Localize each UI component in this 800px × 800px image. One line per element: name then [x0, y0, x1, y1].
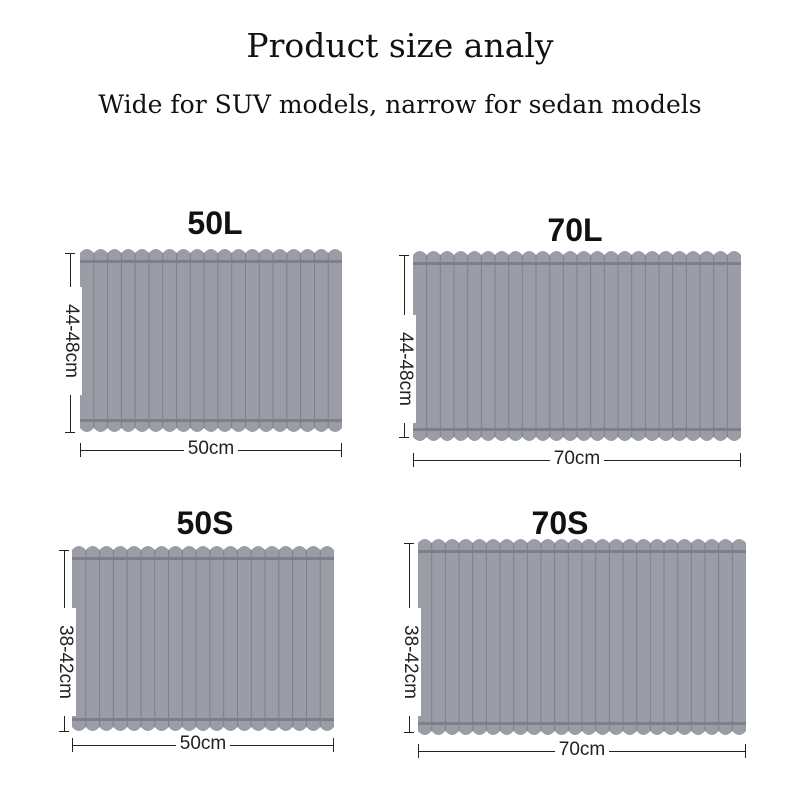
shade-image-70l	[413, 250, 741, 442]
width-tick-right	[341, 443, 342, 457]
product-label-70l: 70L	[547, 212, 603, 248]
width-label-wrap: 70cm	[418, 739, 746, 761]
width-label-70s: 70cm	[554, 739, 610, 760]
shade-top-rail	[72, 557, 334, 560]
shade-fabric	[80, 249, 342, 432]
width-label-wrap: 70cm	[413, 448, 741, 470]
width-tick-left	[72, 738, 73, 752]
pleated-shade-svg	[72, 546, 334, 731]
product-label-50s: 50S	[176, 505, 234, 541]
height-tick-top	[59, 550, 69, 551]
page-subtitle: Wide for SUV models, narrow for sedan mo…	[98, 90, 702, 119]
product-label-50l: 50L	[187, 205, 243, 241]
product-label-70s: 70S	[531, 505, 589, 541]
shade-bottom-rail	[418, 722, 746, 725]
shade-fabric	[72, 546, 334, 731]
pleated-shade-svg	[418, 539, 746, 735]
shade-bottom-rail	[80, 419, 342, 422]
height-label-70l: 44-48cm	[394, 315, 416, 423]
shade-top-rail	[413, 262, 741, 265]
shade-top-rail	[80, 260, 342, 263]
width-tick-right	[745, 744, 746, 758]
shade-image-50l	[80, 248, 342, 433]
height-label-70s: 38-42cm	[399, 608, 421, 716]
height-tick-top	[399, 255, 409, 256]
pleated-shade-svg	[80, 249, 342, 432]
height-tick-bottom	[404, 732, 414, 733]
width-label-wrap: 50cm	[80, 438, 342, 460]
height-label-50l: 44-48cm	[60, 287, 82, 395]
width-tick-left	[418, 744, 419, 758]
page-title: Product size analy	[246, 26, 554, 65]
width-label-70l: 70cm	[549, 448, 605, 469]
width-tick-right	[333, 738, 334, 752]
shade-bottom-rail	[72, 718, 334, 721]
shade-image-70s	[418, 538, 746, 736]
pleated-shade-svg	[413, 251, 741, 441]
height-label-50s: 38-42cm	[54, 608, 76, 716]
height-tick-top	[65, 253, 75, 254]
height-tick-bottom	[399, 437, 409, 438]
width-tick-left	[80, 443, 81, 457]
height-tick-bottom	[59, 731, 69, 732]
shade-image-50s	[72, 545, 334, 732]
shade-top-rail	[418, 550, 746, 553]
width-tick-left	[413, 453, 414, 467]
width-label-50s: 50cm	[175, 733, 231, 754]
width-tick-right	[740, 453, 741, 467]
width-label-wrap: 50cm	[72, 733, 334, 755]
height-tick-bottom	[65, 432, 75, 433]
shade-bottom-rail	[413, 428, 741, 431]
height-tick-top	[404, 543, 414, 544]
width-label-50l: 50cm	[183, 438, 239, 459]
